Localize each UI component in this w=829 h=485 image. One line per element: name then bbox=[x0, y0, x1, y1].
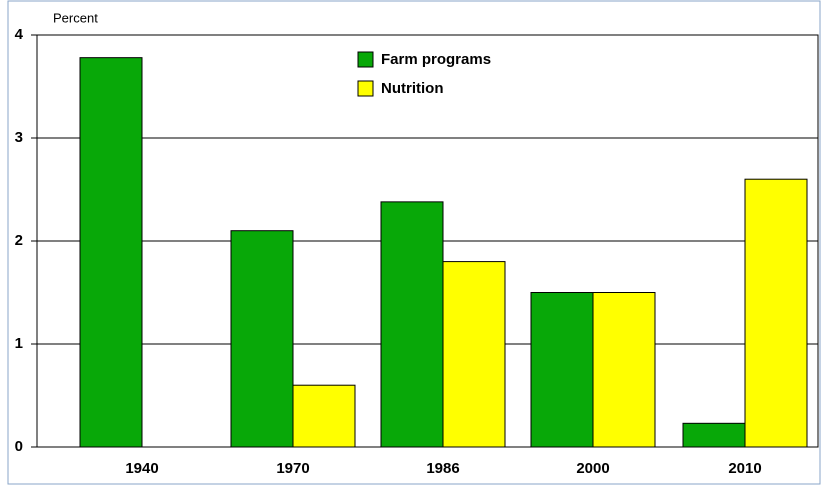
bar bbox=[230, 230, 294, 448]
bar bbox=[744, 178, 808, 448]
bar bbox=[592, 292, 656, 448]
legend-swatch bbox=[357, 51, 374, 68]
x-tick-label: 2010 bbox=[728, 460, 761, 477]
y-tick-label: 0 bbox=[15, 438, 23, 455]
bar bbox=[442, 261, 506, 448]
x-tick-label: 1970 bbox=[276, 460, 309, 477]
bar bbox=[292, 384, 356, 448]
y-axis-label: Percent bbox=[53, 10, 98, 25]
x-tick-label: 1940 bbox=[125, 460, 158, 477]
bar bbox=[79, 57, 143, 448]
y-tick-label: 2 bbox=[15, 232, 23, 249]
x-tick-label: 2000 bbox=[576, 460, 609, 477]
legend-swatch bbox=[357, 80, 374, 97]
legend-label: Farm programs bbox=[381, 51, 491, 68]
frame bbox=[7, 0, 821, 485]
y-tick-label: 4 bbox=[15, 26, 24, 43]
bar bbox=[530, 292, 594, 448]
x-tick-label: 1986 bbox=[426, 460, 459, 477]
y-tick-label: 1 bbox=[15, 335, 23, 352]
bar bbox=[380, 201, 444, 448]
bar bbox=[682, 422, 746, 448]
legend-label: Nutrition bbox=[381, 80, 443, 97]
y-tick-label: 3 bbox=[15, 129, 23, 146]
